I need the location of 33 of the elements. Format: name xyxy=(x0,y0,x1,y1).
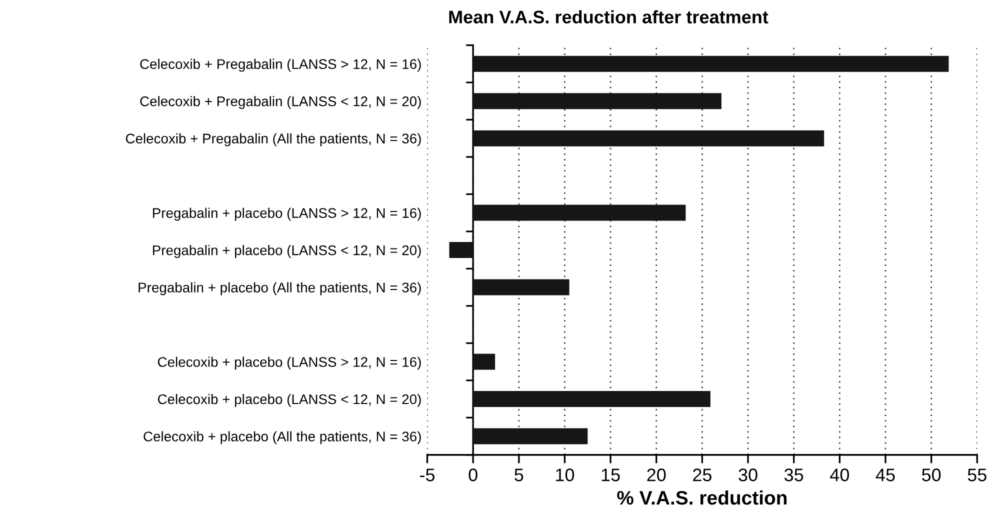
y-tick-label: Pregabalin + placebo (LANSS < 12, N = 20) xyxy=(153,245,421,258)
bar xyxy=(473,428,588,444)
x-tick-label: 10 xyxy=(556,468,574,482)
x-tick-label: 0 xyxy=(468,468,478,482)
y-tick-label: Pregabalin + placebo (All the patients, N = 36) xyxy=(138,282,421,296)
x-tick-label: 50 xyxy=(922,468,941,482)
bar xyxy=(473,279,570,296)
bar xyxy=(473,56,949,72)
x-tick-label: 35 xyxy=(784,468,804,482)
x-tick-label: 25 xyxy=(693,468,712,482)
y-tick-label: Celecoxib + Pregabalin (All the patients, N = 36) xyxy=(126,133,421,146)
y-tick-label: Pregabalin + placebo (LANSS > 12, N = 16) xyxy=(153,208,421,221)
y-tick-label: Celecoxib + placebo (All the patients, N = 36) xyxy=(144,431,421,444)
bar xyxy=(473,390,710,408)
y-tick-label: Celecoxib + Pregabalin (LANSS < 12, N = 20) xyxy=(140,96,421,109)
x-tick-label: 30 xyxy=(738,468,758,482)
bar xyxy=(473,354,496,370)
y-tick-label: Celecoxib + placebo (LANSS < 12, N = 20) xyxy=(158,394,421,407)
y-tick-label: Celecoxib + placebo (LANSS > 12, N = 16) xyxy=(158,356,421,370)
x-tick-label: 15 xyxy=(602,468,620,482)
chart-title: Mean V.A.S. reduction after treatment xyxy=(449,10,768,24)
bar xyxy=(473,93,722,110)
x-tick-label: 5 xyxy=(514,468,524,482)
x-axis-title: % V.A.S. reduction xyxy=(617,490,787,505)
bar xyxy=(473,204,686,221)
x-tick-label: 20 xyxy=(647,468,666,482)
x-tick-label: 55 xyxy=(968,468,986,482)
x-tick-label: -5 xyxy=(420,468,435,482)
y-tick-label: Celecoxib + Pregabalin (LANSS > 12, N = 16) xyxy=(140,58,421,72)
x-tick-label: 45 xyxy=(876,468,895,482)
bar xyxy=(449,242,474,258)
bar xyxy=(473,130,824,146)
x-tick-label: 40 xyxy=(830,468,849,482)
